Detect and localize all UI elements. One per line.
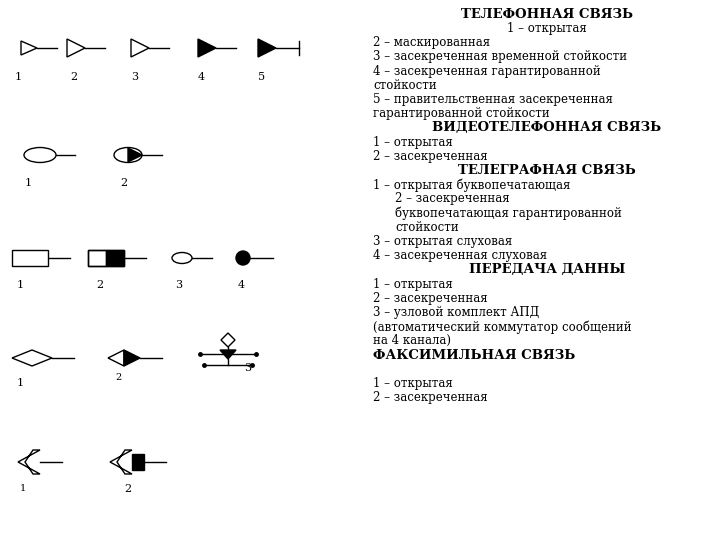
Text: 2 – засекреченная: 2 – засекреченная [373, 391, 487, 404]
Polygon shape [67, 39, 85, 57]
Text: 4 – засекреченная слуховая: 4 – засекреченная слуховая [373, 249, 547, 262]
Ellipse shape [24, 147, 56, 163]
Text: 4 – засекреченная гарантированной: 4 – засекреченная гарантированной [373, 65, 600, 78]
Polygon shape [258, 39, 276, 57]
Text: 1 – открытая буквопечатающая: 1 – открытая буквопечатающая [373, 178, 570, 192]
Text: 1 – открытая: 1 – открытая [373, 377, 453, 390]
Text: 2: 2 [124, 484, 131, 494]
Text: 5 – правительственная засекреченная: 5 – правительственная засекреченная [373, 93, 613, 106]
Text: 5: 5 [258, 72, 265, 82]
Text: 2 – засекреченная: 2 – засекреченная [395, 192, 510, 205]
Bar [106, 250, 124, 266]
Text: 3: 3 [131, 72, 138, 82]
Polygon shape [108, 350, 124, 366]
Text: 3 – засекреченная временной стойкости: 3 – засекреченная временной стойкости [373, 50, 627, 63]
Polygon shape [128, 148, 142, 162]
Polygon shape [131, 39, 149, 57]
Polygon shape [12, 350, 52, 366]
Text: 4: 4 [198, 72, 205, 82]
Polygon shape [18, 450, 40, 474]
Polygon shape [21, 41, 37, 55]
Text: на 4 канала): на 4 канала) [373, 334, 451, 347]
Text: 2 – маскированная: 2 – маскированная [373, 36, 490, 49]
Text: гарантированной стойкости: гарантированной стойкости [373, 107, 550, 120]
Text: 3 – узловой комплект АПД: 3 – узловой комплект АПД [373, 306, 539, 319]
Text: 2: 2 [70, 72, 77, 82]
Bar [88, 250, 106, 266]
Text: 1 – открытая: 1 – открытая [373, 136, 453, 148]
Bar [132, 454, 144, 470]
Text: 1 – открытая: 1 – открытая [507, 22, 587, 35]
Polygon shape [124, 350, 140, 366]
Bar [12, 250, 48, 266]
Text: 1 – открытая: 1 – открытая [373, 278, 453, 291]
Text: 1: 1 [25, 178, 32, 188]
Text: 2: 2 [96, 280, 103, 290]
Polygon shape [198, 39, 216, 57]
Text: буквопечатающая гарантированной: буквопечатающая гарантированной [395, 207, 622, 220]
Text: 3 – открытая слуховая: 3 – открытая слуховая [373, 235, 512, 248]
Text: стойкости: стойкости [373, 79, 437, 92]
Text: (автоматический коммутатор сообщений: (автоматический коммутатор сообщений [373, 320, 631, 334]
Text: ТЕЛЕГРАФНАЯ СВЯЗЬ: ТЕЛЕГРАФНАЯ СВЯЗЬ [458, 164, 636, 177]
Text: 3: 3 [244, 363, 251, 373]
Bar [88, 250, 124, 266]
Text: ФАКСИМИЛЬНАЯ СВЯЗЬ: ФАКСИМИЛЬНАЯ СВЯЗЬ [373, 349, 575, 362]
Polygon shape [220, 350, 236, 359]
Ellipse shape [114, 147, 142, 163]
Ellipse shape [172, 253, 192, 264]
Text: ВИДЕОТЕЛЕФОННАЯ СВЯЗЬ: ВИДЕОТЕЛЕФОННАЯ СВЯЗЬ [433, 122, 662, 134]
Text: 1: 1 [20, 484, 26, 493]
Text: 2 – засекреченная: 2 – засекреченная [373, 292, 487, 305]
Text: 3: 3 [175, 280, 182, 290]
Text: 2 – засекреченная: 2 – засекреченная [373, 150, 487, 163]
Text: 1: 1 [17, 280, 24, 290]
Text: ТЕЛЕФОННАЯ СВЯЗЬ: ТЕЛЕФОННАЯ СВЯЗЬ [461, 8, 633, 21]
Text: стойкости: стойкости [395, 221, 459, 234]
Polygon shape [221, 333, 235, 347]
Text: 2: 2 [120, 178, 127, 188]
Circle shape [236, 251, 250, 265]
Text: 1: 1 [15, 72, 22, 82]
Text: 4: 4 [238, 280, 245, 290]
Text: 1: 1 [17, 378, 24, 388]
Polygon shape [110, 450, 132, 474]
Text: 2: 2 [115, 373, 121, 382]
Text: ПЕРЕДАЧА ДАННЫ: ПЕРЕДАЧА ДАННЫ [469, 264, 625, 276]
